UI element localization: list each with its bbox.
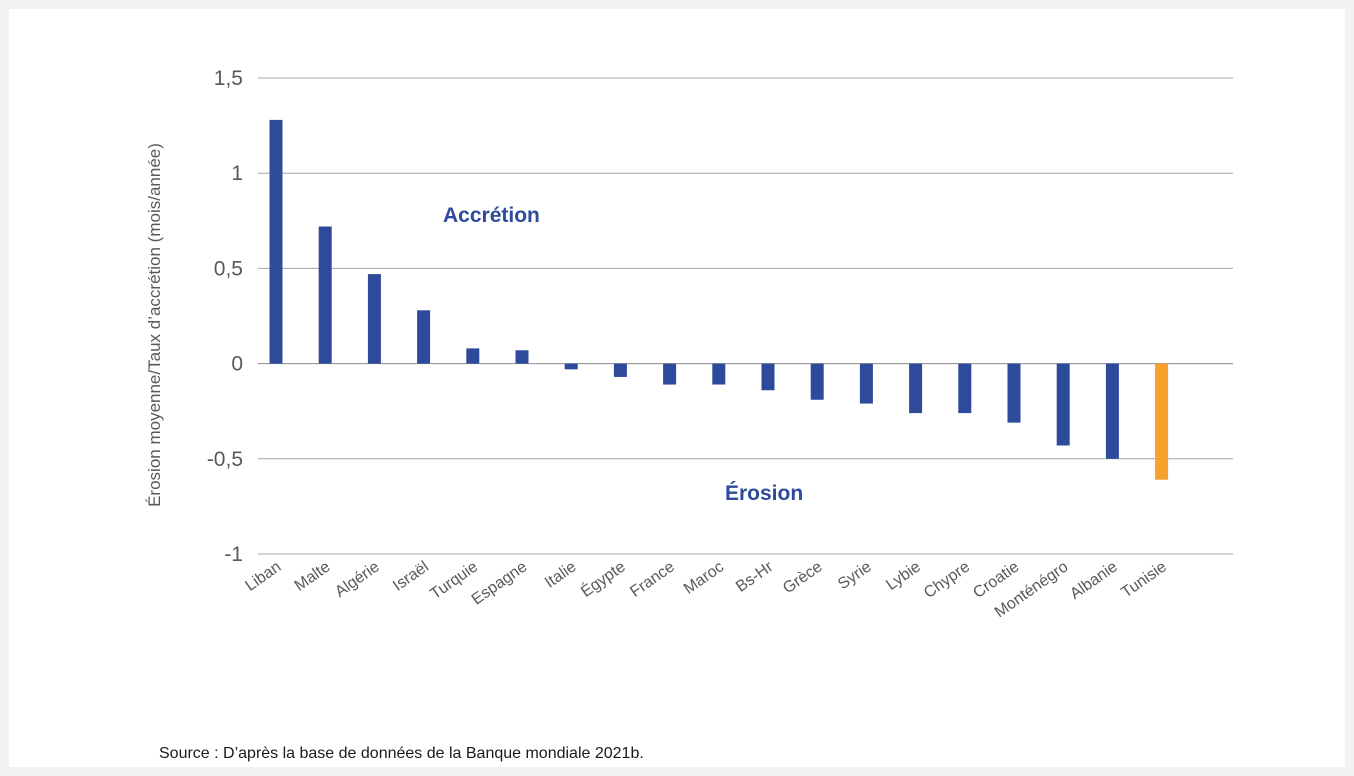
bar-Algérie [367,274,381,364]
x-category-label: Tunisie [1118,558,1170,601]
bar-France [663,363,677,385]
x-category-label: Égypte [577,557,629,601]
x-category-label: Albanie [1067,558,1121,603]
x-category-label: Israël [390,558,432,594]
x-category-label: Espagne [469,558,531,608]
bar-Espagne [515,350,529,364]
y-tick-label: 0,5 [214,257,243,280]
chart-card: 1,5 1 0,5 0 -0,5 -1 Liban Malte Algérie Israël Tu… [9,9,1345,767]
bar-Liban [269,119,283,364]
y-tick-label: 0 [231,353,243,376]
x-category-label: Bs-Hr [733,558,777,596]
bar-Syrie [859,363,873,404]
bar-Lybie [909,363,923,414]
x-category-label: Italie [542,558,580,591]
y-axis-ticks: 1,5 1 0,5 0 -0,5 -1 [207,67,243,566]
bar-Grèce [810,363,824,400]
bar-Malte [318,226,332,364]
annotation-erosion: Érosion [725,482,803,505]
x-category-label: Chypre [921,558,973,602]
bar-Maroc [712,363,726,385]
y-tick-label: -0,5 [207,448,243,471]
bar-Albanie [1105,363,1119,459]
y-tick-label: 1,5 [214,67,243,90]
bar-Monténégro [1056,363,1070,446]
bar-Italie [564,363,578,370]
bar-Tunisie [1155,363,1169,480]
x-category-label: Lybie [883,558,924,594]
x-category-label: Grèce [780,558,826,597]
source-note: Source : D’après la base de données de l… [159,745,644,762]
bar-Bs-Hr [761,363,775,391]
y-axis-label: Érosion moyenne/Taux d’accrétion (mois/a… [145,143,164,507]
y-tick-label: 1 [231,162,243,185]
bar-Croatie [1007,363,1021,423]
bars [269,119,1169,480]
x-category-label: Malte [292,558,334,594]
x-category-label: Syrie [835,558,875,593]
x-category-label: Algérie [332,558,383,601]
bar-Égypte [613,363,627,377]
x-category-label: Liban [242,558,284,594]
bar-Israël [417,310,431,364]
x-category-label: France [627,558,678,601]
y-tick-label: -1 [224,543,243,566]
annotation-accretion: Accrétion [443,204,540,227]
bar-Turquie [466,348,480,364]
x-category-label: Maroc [681,558,727,597]
bar-Chypre [958,363,972,414]
